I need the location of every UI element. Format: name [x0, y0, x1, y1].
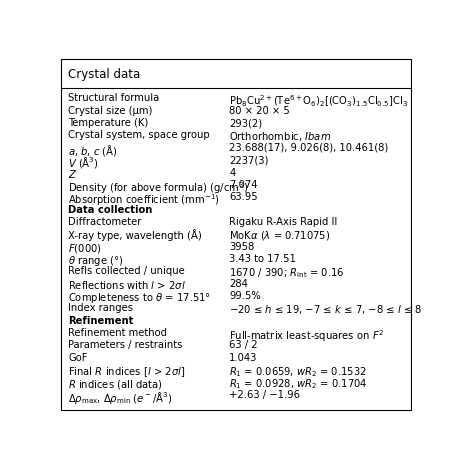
Text: Refinement: Refinement [68, 316, 134, 326]
Text: 23.688(17), 9.026(8), 10.461(8): 23.688(17), 9.026(8), 10.461(8) [229, 143, 388, 153]
Text: Final $R$ indices [$l$ > 2$\sigma$$l$]: Final $R$ indices [$l$ > 2$\sigma$$l$] [68, 365, 186, 379]
Text: GoF: GoF [68, 353, 88, 363]
Text: Completeness to $\theta$ = 17.51°: Completeness to $\theta$ = 17.51° [68, 291, 212, 305]
Text: $V$ (Å$^3$): $V$ (Å$^3$) [68, 155, 99, 170]
Text: Structural formula: Structural formula [68, 93, 160, 103]
Text: Index ranges: Index ranges [68, 303, 133, 313]
Text: Diffractometer: Diffractometer [68, 217, 142, 227]
Text: Crystal system, space group: Crystal system, space group [68, 131, 210, 140]
Text: Crystal size (μm): Crystal size (μm) [68, 106, 153, 116]
Text: +2.63 / −1.96: +2.63 / −1.96 [229, 390, 300, 400]
Text: Refinement method: Refinement method [68, 328, 167, 338]
Text: Full-matrix least-squares on $F^2$: Full-matrix least-squares on $F^2$ [229, 328, 384, 344]
Text: Crystal data: Crystal data [68, 68, 141, 81]
Text: 284: 284 [229, 279, 248, 289]
Text: −20 ≤ $h$ ≤ 19, −7 ≤ $k$ ≤ 7, −8 ≤ $l$ ≤ 8: −20 ≤ $h$ ≤ 19, −7 ≤ $k$ ≤ 7, −8 ≤ $l$ ≤… [229, 303, 422, 316]
Text: $R_1$ = 0.0928, $wR_2$ = 0.1704: $R_1$ = 0.0928, $wR_2$ = 0.1704 [229, 378, 368, 392]
Text: 293(2): 293(2) [229, 118, 262, 128]
Text: $R$ indices (all data): $R$ indices (all data) [68, 378, 163, 391]
Text: $F$(000): $F$(000) [68, 242, 102, 255]
Text: 99.5%: 99.5% [229, 291, 261, 301]
Text: $Z$: $Z$ [68, 167, 77, 179]
Text: 1.043: 1.043 [229, 353, 258, 363]
Text: Parameters / restraints: Parameters / restraints [68, 340, 183, 351]
Text: 63.95: 63.95 [229, 192, 258, 202]
Text: Data collection: Data collection [68, 205, 153, 214]
Text: Reflections with $l$ > 2$\sigma$$l$: Reflections with $l$ > 2$\sigma$$l$ [68, 279, 186, 291]
Text: $R_1$ = 0.0659, $wR_2$ = 0.1532: $R_1$ = 0.0659, $wR_2$ = 0.1532 [229, 365, 367, 379]
Text: Orthorhombic, $\it{Ibam}$: Orthorhombic, $\it{Ibam}$ [229, 131, 331, 144]
Text: Pb$_8$Cu$^{2+}$(Te$^{6+}$O$_6$)$_2$[(CO$_3$)$_{1.5}$Cl$_{0.5}$]Cl$_3$: Pb$_8$Cu$^{2+}$(Te$^{6+}$O$_6$)$_2$[(CO$… [229, 93, 408, 109]
Text: Rigaku R-Axis Rapid II: Rigaku R-Axis Rapid II [229, 217, 337, 227]
Text: $\theta$ range (°): $\theta$ range (°) [68, 254, 124, 268]
Text: 63 / 2: 63 / 2 [229, 340, 258, 351]
Text: $a$, $b$, $c$ (Å): $a$, $b$, $c$ (Å) [68, 143, 118, 158]
Text: Density (for above formula) (g/cm$^3$): Density (for above formula) (g/cm$^3$) [68, 180, 249, 196]
Text: 3958: 3958 [229, 242, 254, 252]
Text: Refls collected / unique: Refls collected / unique [68, 266, 185, 276]
Text: Absorption coefficient (mm$^{-1}$): Absorption coefficient (mm$^{-1}$) [68, 192, 220, 208]
Text: 1670 / 390; $R_{\rm int}$ = 0.16: 1670 / 390; $R_{\rm int}$ = 0.16 [229, 266, 345, 280]
Text: 3.43 to 17.51: 3.43 to 17.51 [229, 254, 296, 264]
Text: X-ray type, wavelength (Å): X-ray type, wavelength (Å) [68, 229, 202, 241]
Text: 80 × 20 × 5: 80 × 20 × 5 [229, 106, 290, 116]
Text: MoK$\alpha$ ($\lambda$ = 0.71075): MoK$\alpha$ ($\lambda$ = 0.71075) [229, 229, 331, 242]
Text: 4: 4 [229, 167, 236, 178]
Text: 2237(3): 2237(3) [229, 155, 268, 165]
Text: 7.074: 7.074 [229, 180, 258, 190]
Text: $\Delta\rho_{\rm max}$, $\Delta\rho_{\rm min}$ ($e^-$/Å$^3$): $\Delta\rho_{\rm max}$, $\Delta\rho_{\rm… [68, 390, 173, 406]
Text: Temperature (K): Temperature (K) [68, 118, 148, 128]
